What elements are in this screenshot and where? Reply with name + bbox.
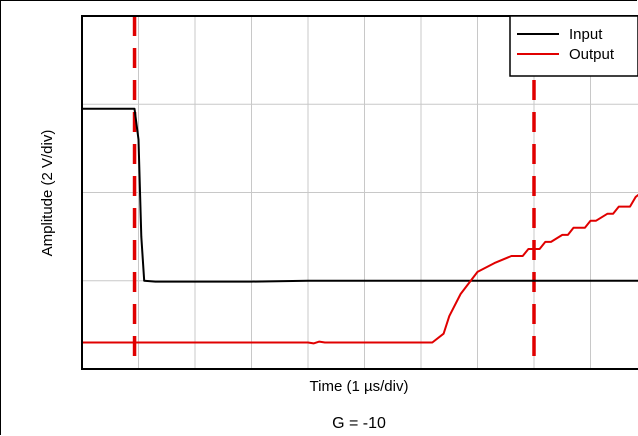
x-axis-label: Time (1 µs/div) <box>310 378 409 395</box>
legend-label-output: Output <box>569 46 615 63</box>
series-lines <box>82 109 638 344</box>
y-axis-label: Amplitude (2 V/div) <box>39 130 56 257</box>
legend-label-input: Input <box>569 26 603 43</box>
legend: Input Output <box>510 16 638 76</box>
series-line-output <box>82 186 638 343</box>
gain-caption: G = -10 <box>332 415 386 432</box>
series-line-input <box>82 109 638 282</box>
